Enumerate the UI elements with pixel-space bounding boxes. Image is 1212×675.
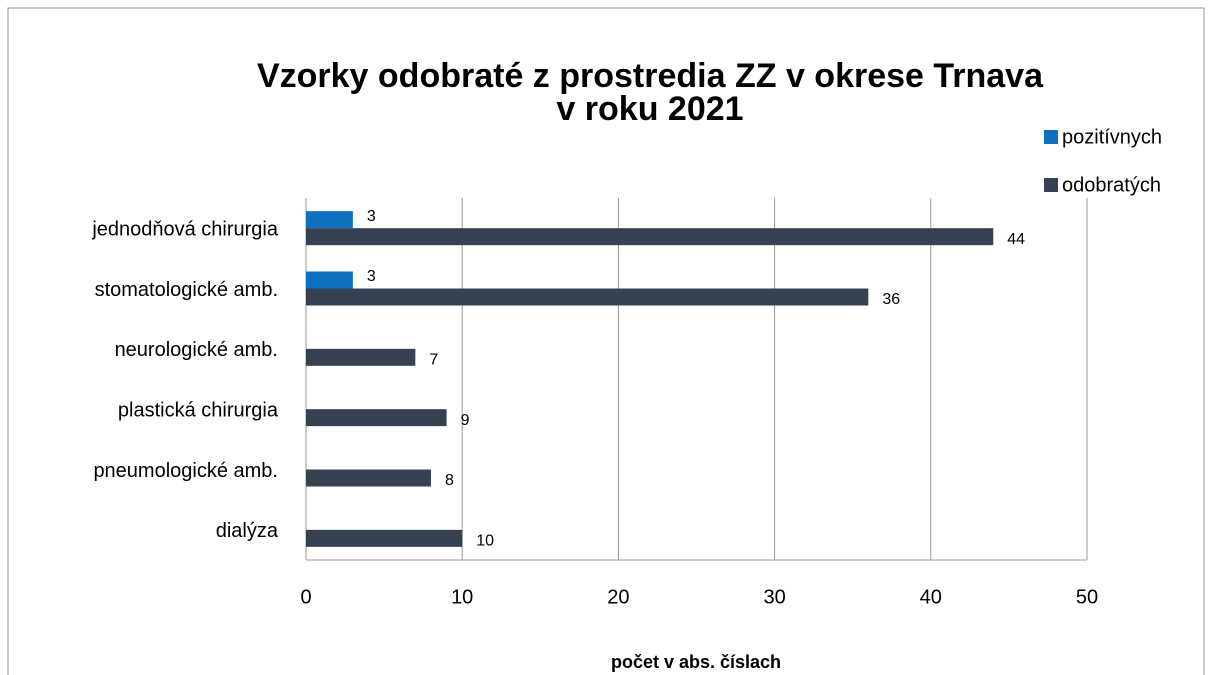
x-tick-label: 30 xyxy=(763,586,785,608)
x-tick-label: 50 xyxy=(1076,586,1098,608)
x-axis-title: počet v abs. číslach xyxy=(611,652,781,672)
bar xyxy=(306,409,447,427)
bar xyxy=(306,228,994,246)
legend-swatch xyxy=(1044,130,1058,144)
data-label: 8 xyxy=(445,472,454,489)
data-label: 3 xyxy=(367,268,376,285)
bar xyxy=(306,469,431,487)
data-label: 44 xyxy=(1007,231,1025,248)
y-tick-label: dialýza xyxy=(216,520,279,542)
bar xyxy=(306,288,869,306)
x-tick-label: 0 xyxy=(300,586,311,608)
chart-title: Vzorky odobraté z prostredia ZZ v okrese… xyxy=(257,57,1044,95)
legend-label: pozitívnych xyxy=(1062,126,1162,148)
y-tick-label: pneumologické amb. xyxy=(93,460,278,482)
data-label: 9 xyxy=(461,412,470,429)
y-tick-label: stomatologické amb. xyxy=(95,279,278,301)
data-label: 10 xyxy=(476,533,494,550)
y-tick-label: plastická chirurgia xyxy=(118,399,279,421)
data-label: 7 xyxy=(429,352,438,369)
chart-frame xyxy=(7,7,1205,675)
chart-title: v roku 2021 xyxy=(556,90,743,128)
data-label: 36 xyxy=(882,291,900,308)
bar xyxy=(306,348,416,366)
legend-swatch xyxy=(1044,178,1058,192)
y-tick-label: jednodňová chirurgia xyxy=(91,218,279,240)
x-tick-label: 10 xyxy=(451,586,473,608)
legend-label: odobratých xyxy=(1062,174,1161,196)
data-label: 3 xyxy=(367,208,376,225)
y-tick-label: neurologické amb. xyxy=(115,339,278,361)
bar xyxy=(306,271,353,289)
x-tick-label: 20 xyxy=(607,586,629,608)
bar xyxy=(306,211,353,229)
x-tick-label: 40 xyxy=(920,586,942,608)
bar xyxy=(306,529,463,547)
